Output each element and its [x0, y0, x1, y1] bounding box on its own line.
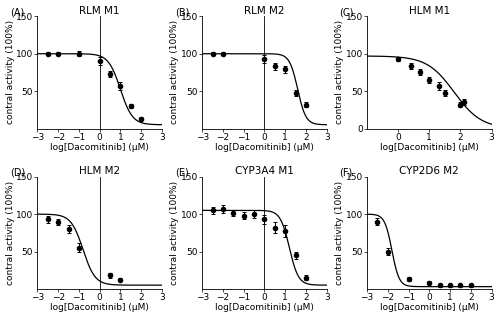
- Text: (C): (C): [340, 7, 354, 17]
- Title: RLM M2: RLM M2: [244, 5, 284, 16]
- X-axis label: log[Dacomitinib] (μM): log[Dacomitinib] (μM): [50, 143, 149, 152]
- X-axis label: log[Dacomitinib] (μM): log[Dacomitinib] (μM): [215, 143, 314, 152]
- Text: (A): (A): [10, 7, 24, 17]
- Y-axis label: contral activity (100%): contral activity (100%): [6, 181, 15, 285]
- Text: (B): (B): [175, 7, 189, 17]
- Y-axis label: contral activity (100%): contral activity (100%): [335, 20, 344, 124]
- Text: (F): (F): [340, 168, 353, 178]
- X-axis label: log[Dacomitinib] (μM): log[Dacomitinib] (μM): [50, 303, 149, 313]
- X-axis label: log[Dacomitinib] (μM): log[Dacomitinib] (μM): [380, 143, 478, 152]
- X-axis label: log[Dacomitinib] (μM): log[Dacomitinib] (μM): [380, 303, 478, 313]
- X-axis label: log[Dacomitinib] (μM): log[Dacomitinib] (μM): [215, 303, 314, 313]
- Y-axis label: contral activity (100%): contral activity (100%): [335, 181, 344, 285]
- Y-axis label: contral activity (100%): contral activity (100%): [170, 20, 179, 124]
- Title: HLM M2: HLM M2: [79, 166, 120, 176]
- Y-axis label: contral activity (100%): contral activity (100%): [6, 20, 15, 124]
- Text: (D): (D): [10, 168, 25, 178]
- Title: HLM M1: HLM M1: [408, 5, 450, 16]
- Title: CYP2D6 M2: CYP2D6 M2: [400, 166, 459, 176]
- Text: (E): (E): [175, 168, 188, 178]
- Title: RLM M1: RLM M1: [80, 5, 120, 16]
- Title: CYP3A4 M1: CYP3A4 M1: [235, 166, 294, 176]
- Y-axis label: contral activity (100%): contral activity (100%): [170, 181, 179, 285]
